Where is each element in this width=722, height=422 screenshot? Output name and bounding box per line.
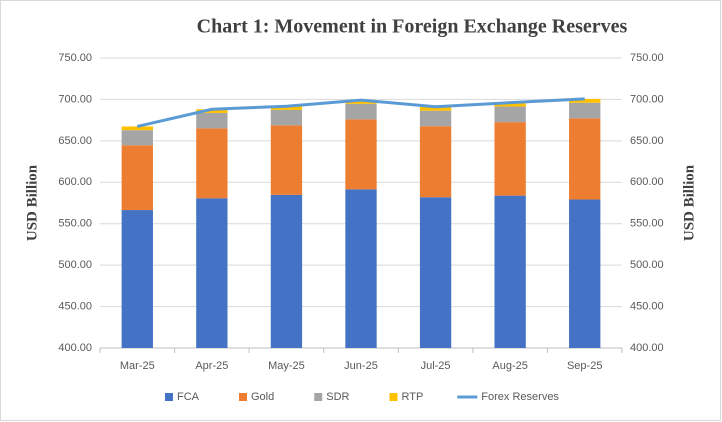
y2-axis-title: USD Billion — [681, 164, 697, 241]
y-tick-label: 750.00 — [58, 52, 92, 64]
y-tick-label: 400.00 — [58, 342, 92, 354]
legend-swatch — [389, 393, 398, 401]
y-axis-title: USD Billion — [24, 164, 40, 241]
bar-segment — [121, 126, 153, 131]
x-tick-label: Jun-25 — [344, 360, 378, 372]
y2-tick-label: 750.00 — [630, 52, 664, 64]
x-tick-label: Sep-25 — [567, 360, 602, 372]
bar-segment — [419, 110, 452, 127]
bar-segment — [345, 189, 377, 348]
chart-title: Chart 1: Movement in Foreign Exchange Re… — [197, 16, 628, 38]
line-series — [136, 97, 585, 128]
legend-swatch — [165, 393, 173, 401]
bar-segment — [345, 100, 377, 104]
bar-segment — [569, 98, 601, 103]
bar-segment — [494, 102, 526, 107]
x-tick-label: Mar-25 — [120, 360, 155, 372]
legend-label: RTP — [401, 391, 423, 403]
x-tick-label: Apr-25 — [195, 360, 228, 372]
legend-label: FCA — [177, 391, 200, 403]
bar-segment — [196, 128, 228, 199]
bar-segment — [494, 195, 526, 348]
bar-segment — [121, 130, 153, 146]
legend-label: SDR — [326, 391, 349, 403]
y2-tick-label: 700.00 — [630, 93, 664, 105]
y-tick-label: 600.00 — [58, 176, 92, 188]
bar-segment — [270, 106, 303, 110]
y-tick-label: 650.00 — [58, 135, 92, 147]
bar-segment — [270, 109, 303, 126]
bar-segment — [419, 126, 452, 198]
bar-segment — [345, 103, 377, 120]
bar-segment — [270, 194, 303, 348]
bar-segment — [494, 122, 526, 196]
bar-segment — [196, 198, 228, 348]
y2-tick-label: 600.00 — [630, 176, 664, 188]
bar-segment — [569, 118, 601, 200]
legend-swatch — [314, 393, 323, 401]
y-tick-label: 550.00 — [58, 218, 92, 230]
bar-segment — [196, 109, 228, 113]
bar-segment — [121, 210, 153, 348]
bar-segment — [345, 119, 377, 190]
y2-tick-label: 450.00 — [630, 300, 664, 312]
bar-segment — [419, 106, 452, 111]
bar-segment — [569, 199, 601, 348]
y-tick-label: 700.00 — [58, 93, 92, 105]
legend-swatch — [239, 393, 247, 401]
x-tick-label: Aug-25 — [492, 360, 527, 372]
y-tick-label: 450.00 — [58, 300, 92, 312]
bar-segment — [121, 145, 153, 211]
bar-segment — [419, 197, 452, 348]
legend-label: Forex Reserves — [481, 391, 559, 403]
bar-segment — [270, 125, 303, 195]
y-tick-label: 500.00 — [58, 259, 92, 271]
bar-segment — [196, 112, 228, 129]
x-tick-label: Jul-25 — [421, 360, 451, 372]
legend-label: Gold — [251, 391, 274, 403]
bar-segment — [494, 106, 526, 123]
y2-tick-label: 400.00 — [630, 342, 664, 354]
y2-tick-label: 500.00 — [630, 259, 664, 271]
y2-tick-label: 650.00 — [630, 135, 664, 147]
bar-segment — [569, 102, 601, 119]
y2-tick-label: 550.00 — [630, 218, 664, 230]
x-tick-label: May-25 — [268, 360, 305, 372]
